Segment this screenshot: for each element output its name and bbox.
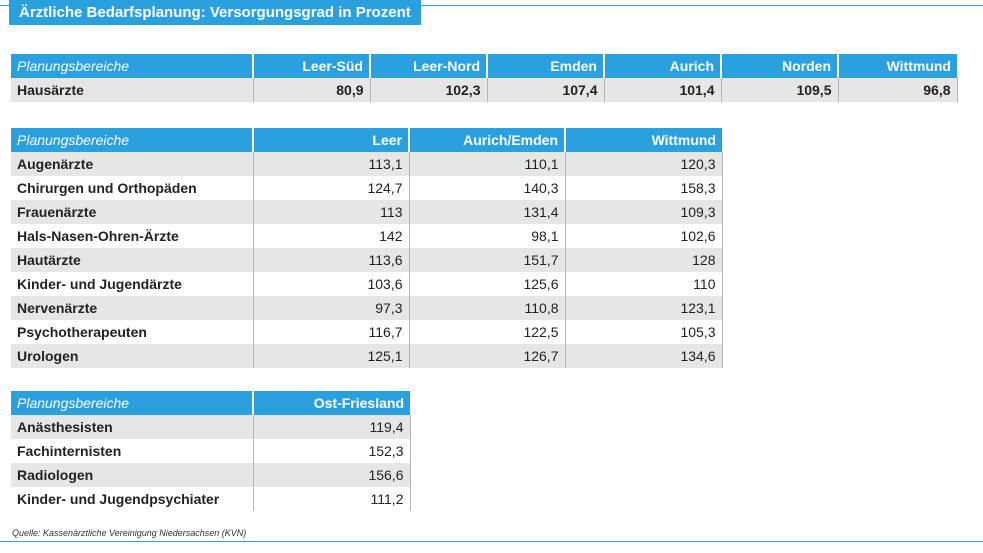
row-label: Fachinternisten (11, 439, 254, 463)
value-cell: 113 (253, 200, 410, 224)
table-row: Augenärzte 113,1 110,1 120,3 (11, 152, 723, 176)
header-row: Planungsbereiche Leer Aurich/Emden Wittmund (11, 128, 722, 152)
value-cell: 105,3 (565, 320, 723, 344)
row-label: Chirurgen und Orthopäden (11, 176, 254, 200)
table-row: Nervenärzte 97,3 110,8 123,1 (11, 296, 723, 320)
value-cell: 152,3 (253, 439, 411, 463)
row-label: Radiologen (11, 463, 254, 487)
column-header: Emden (487, 54, 605, 78)
value-cell: 109,3 (565, 200, 723, 224)
table-row: Hautärzte 113,6 151,7 128 (11, 248, 723, 272)
header-row: Planungsbereiche Leer-Süd Leer-Nord Emden Au… (11, 54, 957, 78)
value-cell: 107,4 (487, 78, 605, 102)
row-header-label: Planungsbereiche (11, 391, 254, 415)
value-cell: 102,6 (565, 224, 723, 248)
row-label: Anästhesisten (11, 415, 254, 439)
value-cell: 80,9 (253, 78, 371, 102)
value-cell: 126,7 (409, 344, 566, 368)
value-cell: 142 (253, 224, 410, 248)
source-note: Quelle: Kassenärztliche Vereinigung Nied… (12, 528, 247, 538)
column-header: Leer (253, 128, 410, 152)
column-header: Leer-Süd (253, 54, 371, 78)
table-fachaerzte: Planungsbereiche Leer Aurich/Emden Wittmund… (11, 128, 723, 368)
column-header: Wittmund (565, 128, 722, 152)
table-row: Kinder- und Jugendpsychiater 111,2 (11, 487, 411, 511)
value-cell: 151,7 (409, 248, 566, 272)
row-header-label: Planungsbereiche (11, 128, 254, 152)
bottom-rule (0, 541, 983, 542)
row-label: Hautärzte (11, 248, 254, 272)
table-row: Urologen 125,1 126,7 134,6 (11, 344, 723, 368)
table-row: Hausärzte 80,9 102,3 107,4 101,4 109,5 96,8 (11, 78, 958, 102)
value-cell: 113,1 (253, 152, 410, 176)
column-header: Ost-Friesland (253, 391, 410, 415)
table-row: Anästhesisten 119,4 (11, 415, 411, 439)
table-row: Chirurgen und Orthopäden 124,7 140,3 158,3 (11, 176, 723, 200)
row-label: Urologen (11, 344, 254, 368)
chart-title: Ärztliche Bedarfsplanung: Versorgungsgra… (9, 0, 421, 25)
value-cell: 158,3 (565, 176, 723, 200)
row-label: Psychotherapeuten (11, 320, 254, 344)
row-header-label: Planungsbereiche (11, 54, 254, 78)
value-cell: 110,8 (409, 296, 566, 320)
value-cell: 110 (565, 272, 723, 296)
column-header: Aurich/Emden (409, 128, 566, 152)
value-cell: 109,5 (721, 78, 839, 102)
value-cell: 97,3 (253, 296, 410, 320)
table-row: Frauenärzte 113 131,4 109,3 (11, 200, 723, 224)
header-row: Planungsbereiche Ost-Friesland (11, 391, 410, 415)
top-rule (0, 5, 983, 6)
row-label: Nervenärzte (11, 296, 254, 320)
table-row: Hals-Nasen-Ohren-Ärzte 142 98,1 102,6 (11, 224, 723, 248)
column-header: Leer-Nord (370, 54, 488, 78)
value-cell: 156,6 (253, 463, 411, 487)
table-row: Psychotherapeuten 116,7 122,5 105,3 (11, 320, 723, 344)
table-spezialisten: Planungsbereiche Ost-Friesland Anästhesist… (11, 391, 411, 511)
value-cell: 111,2 (253, 487, 411, 511)
value-cell: 123,1 (565, 296, 723, 320)
value-cell: 140,3 (409, 176, 566, 200)
value-cell: 131,4 (409, 200, 566, 224)
table-row: Kinder- und Jugendärzte 103,6 125,6 110 (11, 272, 723, 296)
table-row: Fachinternisten 152,3 (11, 439, 411, 463)
value-cell: 119,4 (253, 415, 411, 439)
value-cell: 122,5 (409, 320, 566, 344)
row-label: Frauenärzte (11, 200, 254, 224)
value-cell: 134,6 (565, 344, 723, 368)
value-cell: 110,1 (409, 152, 566, 176)
row-label: Kinder- und Jugendärzte (11, 272, 254, 296)
value-cell: 101,4 (604, 78, 722, 102)
row-label: Hausärzte (11, 78, 254, 102)
column-header: Wittmund (838, 54, 957, 78)
table-row: Radiologen 156,6 (11, 463, 411, 487)
row-label: Kinder- und Jugendpsychiater (11, 487, 254, 511)
row-label: Augenärzte (11, 152, 254, 176)
value-cell: 113,6 (253, 248, 410, 272)
value-cell: 125,6 (409, 272, 566, 296)
value-cell: 125,1 (253, 344, 410, 368)
value-cell: 120,3 (565, 152, 723, 176)
value-cell: 103,6 (253, 272, 410, 296)
column-header: Aurich (604, 54, 722, 78)
value-cell: 124,7 (253, 176, 410, 200)
row-label: Hals-Nasen-Ohren-Ärzte (11, 224, 254, 248)
value-cell: 102,3 (370, 78, 488, 102)
table-hausaerzte: Planungsbereiche Leer-Süd Leer-Nord Emden Au… (11, 54, 958, 102)
value-cell: 116,7 (253, 320, 410, 344)
value-cell: 98,1 (409, 224, 566, 248)
column-header: Norden (721, 54, 839, 78)
value-cell: 128 (565, 248, 723, 272)
value-cell: 96,8 (838, 78, 958, 102)
